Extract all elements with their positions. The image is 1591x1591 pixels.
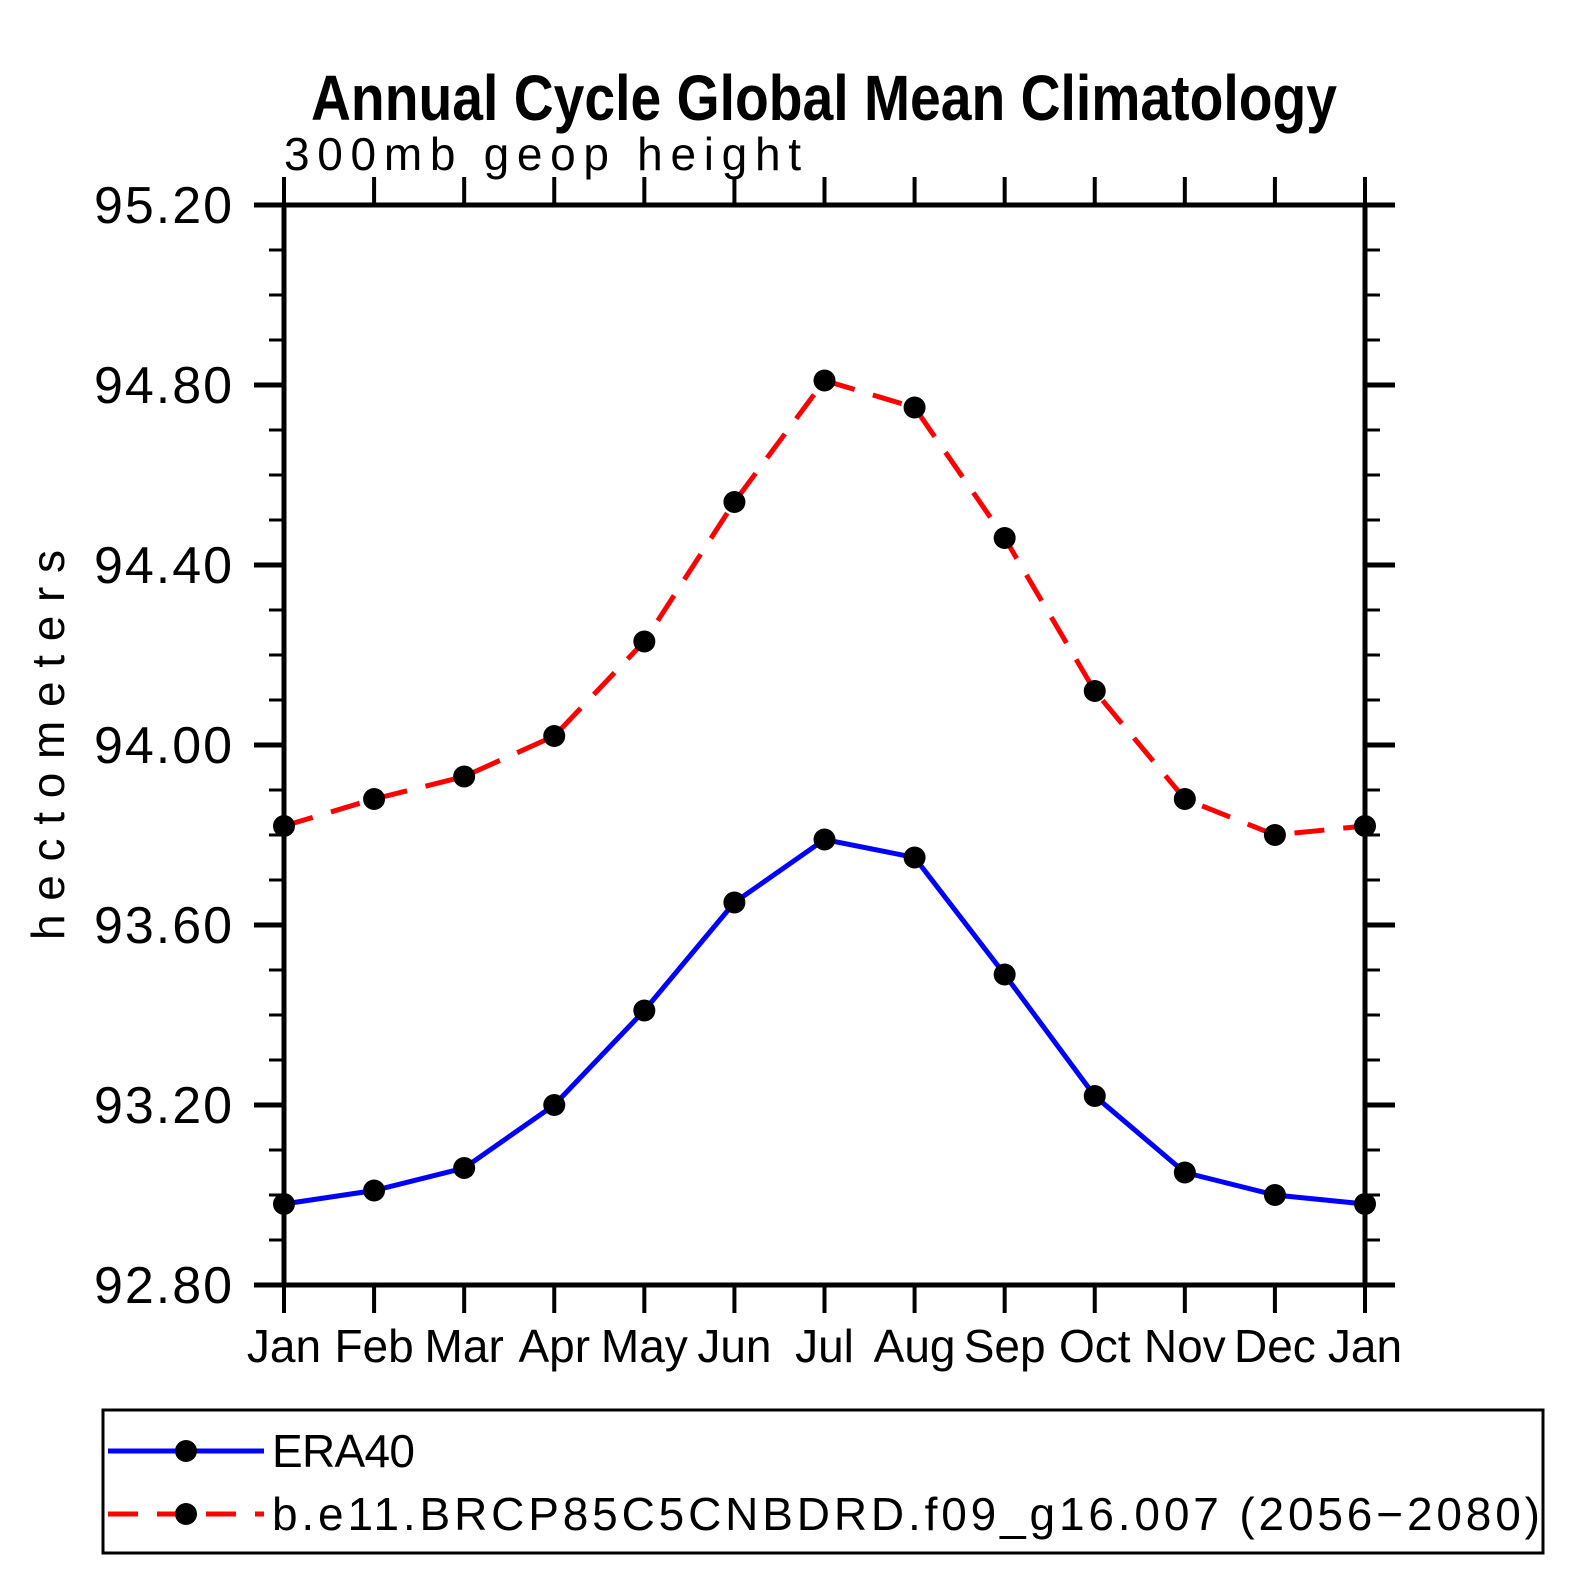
data-point-marker: [1263, 1184, 1286, 1206]
x-tick-label: Oct: [1059, 1320, 1131, 1372]
series-line-era40: [283, 836, 1366, 1207]
legend-sample-marker: [175, 1440, 197, 1462]
x-tick-label: Jan: [247, 1320, 321, 1372]
x-tick-label: Apr: [518, 1320, 590, 1372]
axes-frame: [281, 202, 1368, 1288]
data-series: [273, 369, 1376, 1215]
data-point-marker: [903, 396, 926, 419]
x-tick-label: Aug: [874, 1320, 956, 1372]
data-point-marker: [633, 999, 656, 1022]
y-tick-label: 94.40: [94, 537, 232, 595]
data-point-marker: [633, 630, 656, 653]
legend-entry-label-model: b.e11.BRCP85C5CNBDRD.f09_g16.007 (2056−2…: [272, 1488, 1540, 1540]
legend-box: [101, 1408, 1545, 1555]
data-point-marker: [363, 1179, 386, 1202]
y-tick-label: 93.20: [94, 1077, 232, 1135]
x-tick-label: Sep: [964, 1320, 1046, 1372]
axis-tick-labels: Jan Feb Mar Apr May Jun Jul Aug Sep Oct Nov Dec Jan9…: [94, 177, 1402, 1372]
legend-samples: [108, 1440, 264, 1525]
data-point-marker: [723, 891, 746, 914]
series-line-model: [283, 377, 1366, 838]
data-point-marker: [1083, 1085, 1106, 1107]
data-point-marker: [903, 846, 926, 869]
data-point-marker: [1354, 815, 1376, 837]
chart-subtitle: 300mb geop height: [284, 128, 801, 180]
legend-sample-marker: [175, 1503, 197, 1525]
data-point-marker: [813, 369, 836, 392]
data-point-marker: [723, 491, 746, 513]
x-tick-label: Feb: [334, 1320, 413, 1372]
data-point-marker: [1263, 824, 1286, 846]
data-point-marker: [1083, 680, 1106, 702]
y-axis-title: hectometers: [22, 550, 74, 940]
data-point-marker: [993, 527, 1016, 549]
data-point-marker: [543, 1094, 566, 1116]
x-tick-label: Jul: [795, 1320, 854, 1372]
x-tick-label: Dec: [1234, 1320, 1316, 1372]
y-tick-label: 94.80: [94, 357, 232, 415]
y-tick-label: 94.00: [94, 717, 232, 775]
data-point-marker: [1173, 1161, 1196, 1184]
data-point-marker: [1354, 1193, 1376, 1215]
x-tick-label: Jun: [697, 1320, 771, 1372]
x-tick-label: Jan: [1328, 1320, 1402, 1372]
x-tick-label: Nov: [1144, 1320, 1226, 1372]
data-point-marker: [453, 1157, 476, 1179]
y-tick-label: 95.20: [94, 177, 232, 235]
axis-ticks: [254, 177, 1395, 1313]
x-tick-label: Mar: [425, 1320, 504, 1372]
data-point-marker: [363, 788, 386, 810]
data-point-marker: [273, 815, 295, 837]
data-point-marker: [993, 963, 1016, 986]
y-tick-label: 93.60: [94, 897, 232, 955]
chart-title: Annual Cycle Global Mean Climatology: [311, 62, 1337, 134]
x-tick-label: May: [601, 1320, 688, 1372]
data-point-marker: [273, 1193, 295, 1215]
y-tick-label: 92.80: [94, 1257, 232, 1315]
data-point-marker: [1173, 788, 1196, 810]
plot-frame: [281, 202, 1368, 1288]
data-point-marker: [543, 725, 566, 747]
data-point-marker: [453, 765, 476, 788]
legend-entry-label-era40: ERA40: [272, 1425, 415, 1477]
legend: ERA40 b.e11.BRCP85C5CNBDRD.f09_g16.007 (…: [101, 1408, 1545, 1555]
data-point-marker: [813, 828, 836, 851]
